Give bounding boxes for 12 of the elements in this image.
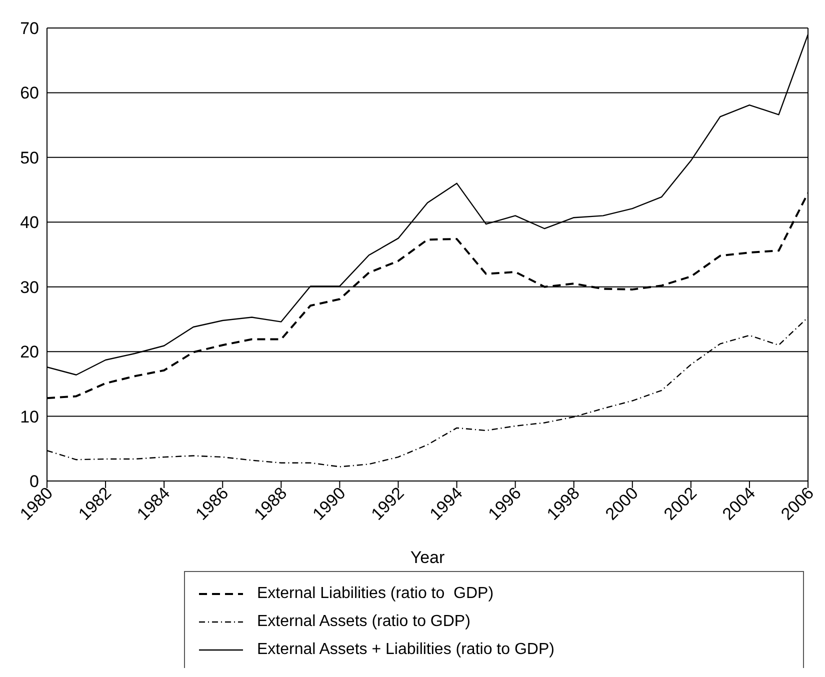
legend-label: External Liabilities (ratio to GDP)	[257, 585, 494, 603]
y-tick-label: 60	[20, 84, 39, 103]
legend-label: External Assets (ratio to GDP)	[257, 613, 470, 631]
y-tick-label: 70	[20, 19, 39, 38]
y-tick-label: 40	[20, 213, 39, 232]
y-tick-label: 10	[20, 407, 39, 426]
x-axis-title: Year	[410, 548, 446, 567]
y-tick-label: 20	[20, 342, 39, 362]
y-tick-label: 50	[20, 148, 39, 168]
y-tick-label: 0	[30, 472, 39, 492]
y-tick-label: 30	[20, 278, 39, 297]
legend-label: External Assets + Liabilities (ratio to GDP)	[257, 641, 554, 659]
